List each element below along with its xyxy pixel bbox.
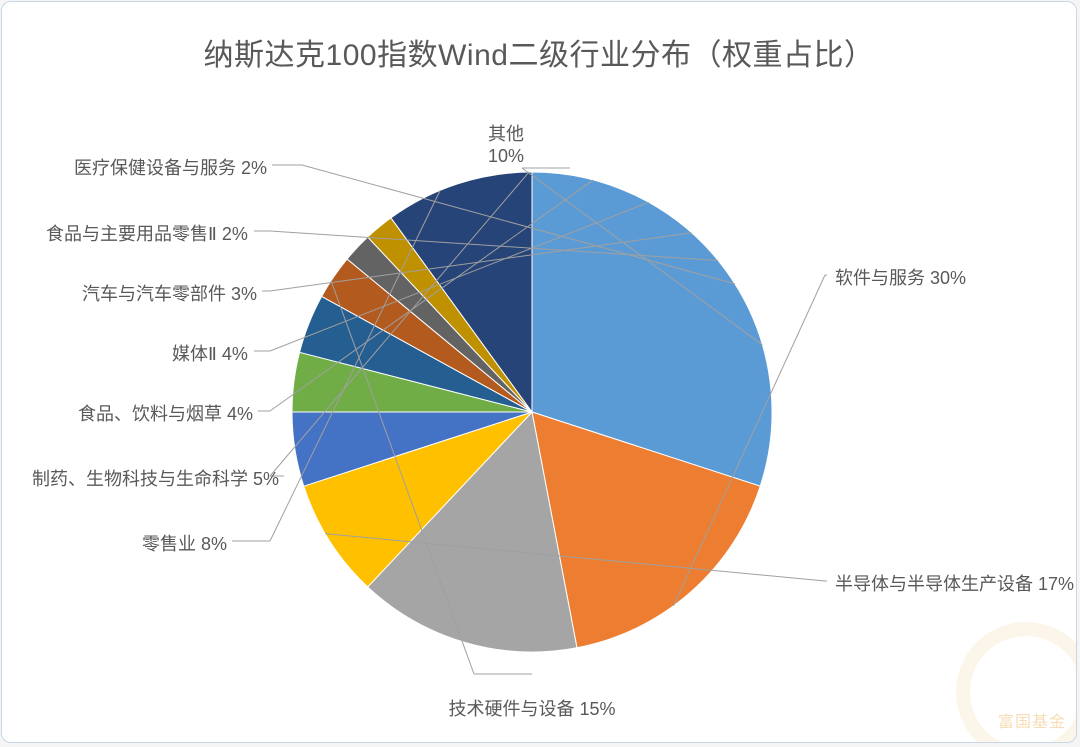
slice-label: 医疗保健设备与服务 2% <box>74 154 267 180</box>
slice-label-text: 医疗保健设备与服务 2% <box>74 158 267 178</box>
slice-label: 食品与主要用品零售Ⅱ 2% <box>46 220 248 246</box>
slice-label: 技术硬件与设备 15% <box>382 695 682 721</box>
slice-label-text: 汽车与汽车零部件 3% <box>82 284 257 304</box>
slice-label: 食品、饮料与烟草 4% <box>78 400 253 426</box>
slice-label: 零售业 8% <box>142 530 227 556</box>
slice-label: 汽车与汽车零部件 3% <box>82 280 257 306</box>
slice-label-name: 其他 <box>488 120 524 146</box>
slice-label-pct: 10% <box>488 146 524 167</box>
slice-label-text: 食品、饮料与烟草 4% <box>78 404 253 424</box>
slice-label-text: 食品与主要用品零售Ⅱ 2% <box>46 224 248 244</box>
slice-label-text: 制药、生物科技与生命科学 5% <box>32 469 279 489</box>
slice-label-text: 技术硬件与设备 15% <box>448 699 615 719</box>
slice-label-text: 软件与服务 30% <box>835 268 966 288</box>
slice-label-text: 媒体Ⅱ 4% <box>172 344 248 364</box>
slice-label: 半导体与半导体生产设备 17% <box>835 570 1074 596</box>
slice-label-text: 零售业 8% <box>142 534 227 554</box>
slice-label: 媒体Ⅱ 4% <box>172 340 248 366</box>
slice-label-text: 半导体与半导体生产设备 17% <box>835 574 1074 594</box>
slice-label: 其他10% <box>488 120 524 167</box>
chart-title: 纳斯达克100指数Wind二级行业分布（权重占比） <box>2 30 1076 74</box>
pie-chart <box>292 172 772 652</box>
slice-label: 软件与服务 30% <box>835 264 966 290</box>
slice-label: 制药、生物科技与生命科学 5% <box>32 465 279 491</box>
chart-frame: 纳斯达克100指数Wind二级行业分布（权重占比） 软件与服务 30% 半导体与半… <box>1 1 1077 743</box>
watermark-text: 富国基金 <box>998 708 1066 732</box>
